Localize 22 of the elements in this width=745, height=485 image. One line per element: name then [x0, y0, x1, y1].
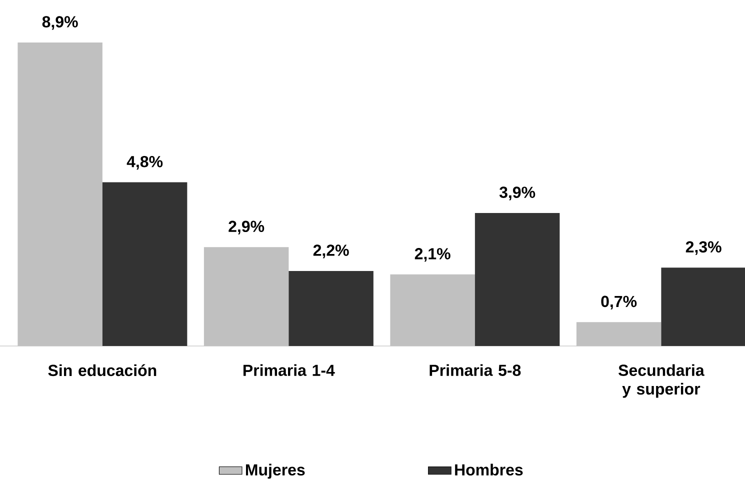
bar — [288, 270, 374, 346]
x-tick-label: Secundaria y superior — [618, 364, 704, 398]
bar — [474, 213, 560, 346]
data-label: 2,1% — [414, 248, 450, 262]
bar — [18, 42, 102, 346]
legend-label: Mujeres — [246, 464, 305, 479]
x-tick-label: Primaria 5-8 — [430, 364, 521, 376]
data-label: 8,9% — [42, 16, 78, 30]
data-label: 2,2% — [313, 244, 349, 258]
data-label: 4,8% — [126, 156, 163, 170]
data-label: 3,9% — [499, 186, 536, 200]
bar — [102, 182, 188, 346]
legend-label: Hombres — [455, 464, 523, 476]
x-tick-label: Primaria 1-4 — [244, 364, 335, 376]
bar — [204, 247, 289, 346]
bar — [576, 322, 662, 346]
bar — [390, 274, 475, 346]
data-label: 2,9% — [228, 220, 264, 234]
data-label: 0,7% — [601, 296, 637, 310]
data-label: 2,3% — [686, 241, 722, 255]
x-tick-label: Sin educación — [48, 364, 156, 376]
bar — [661, 268, 745, 346]
